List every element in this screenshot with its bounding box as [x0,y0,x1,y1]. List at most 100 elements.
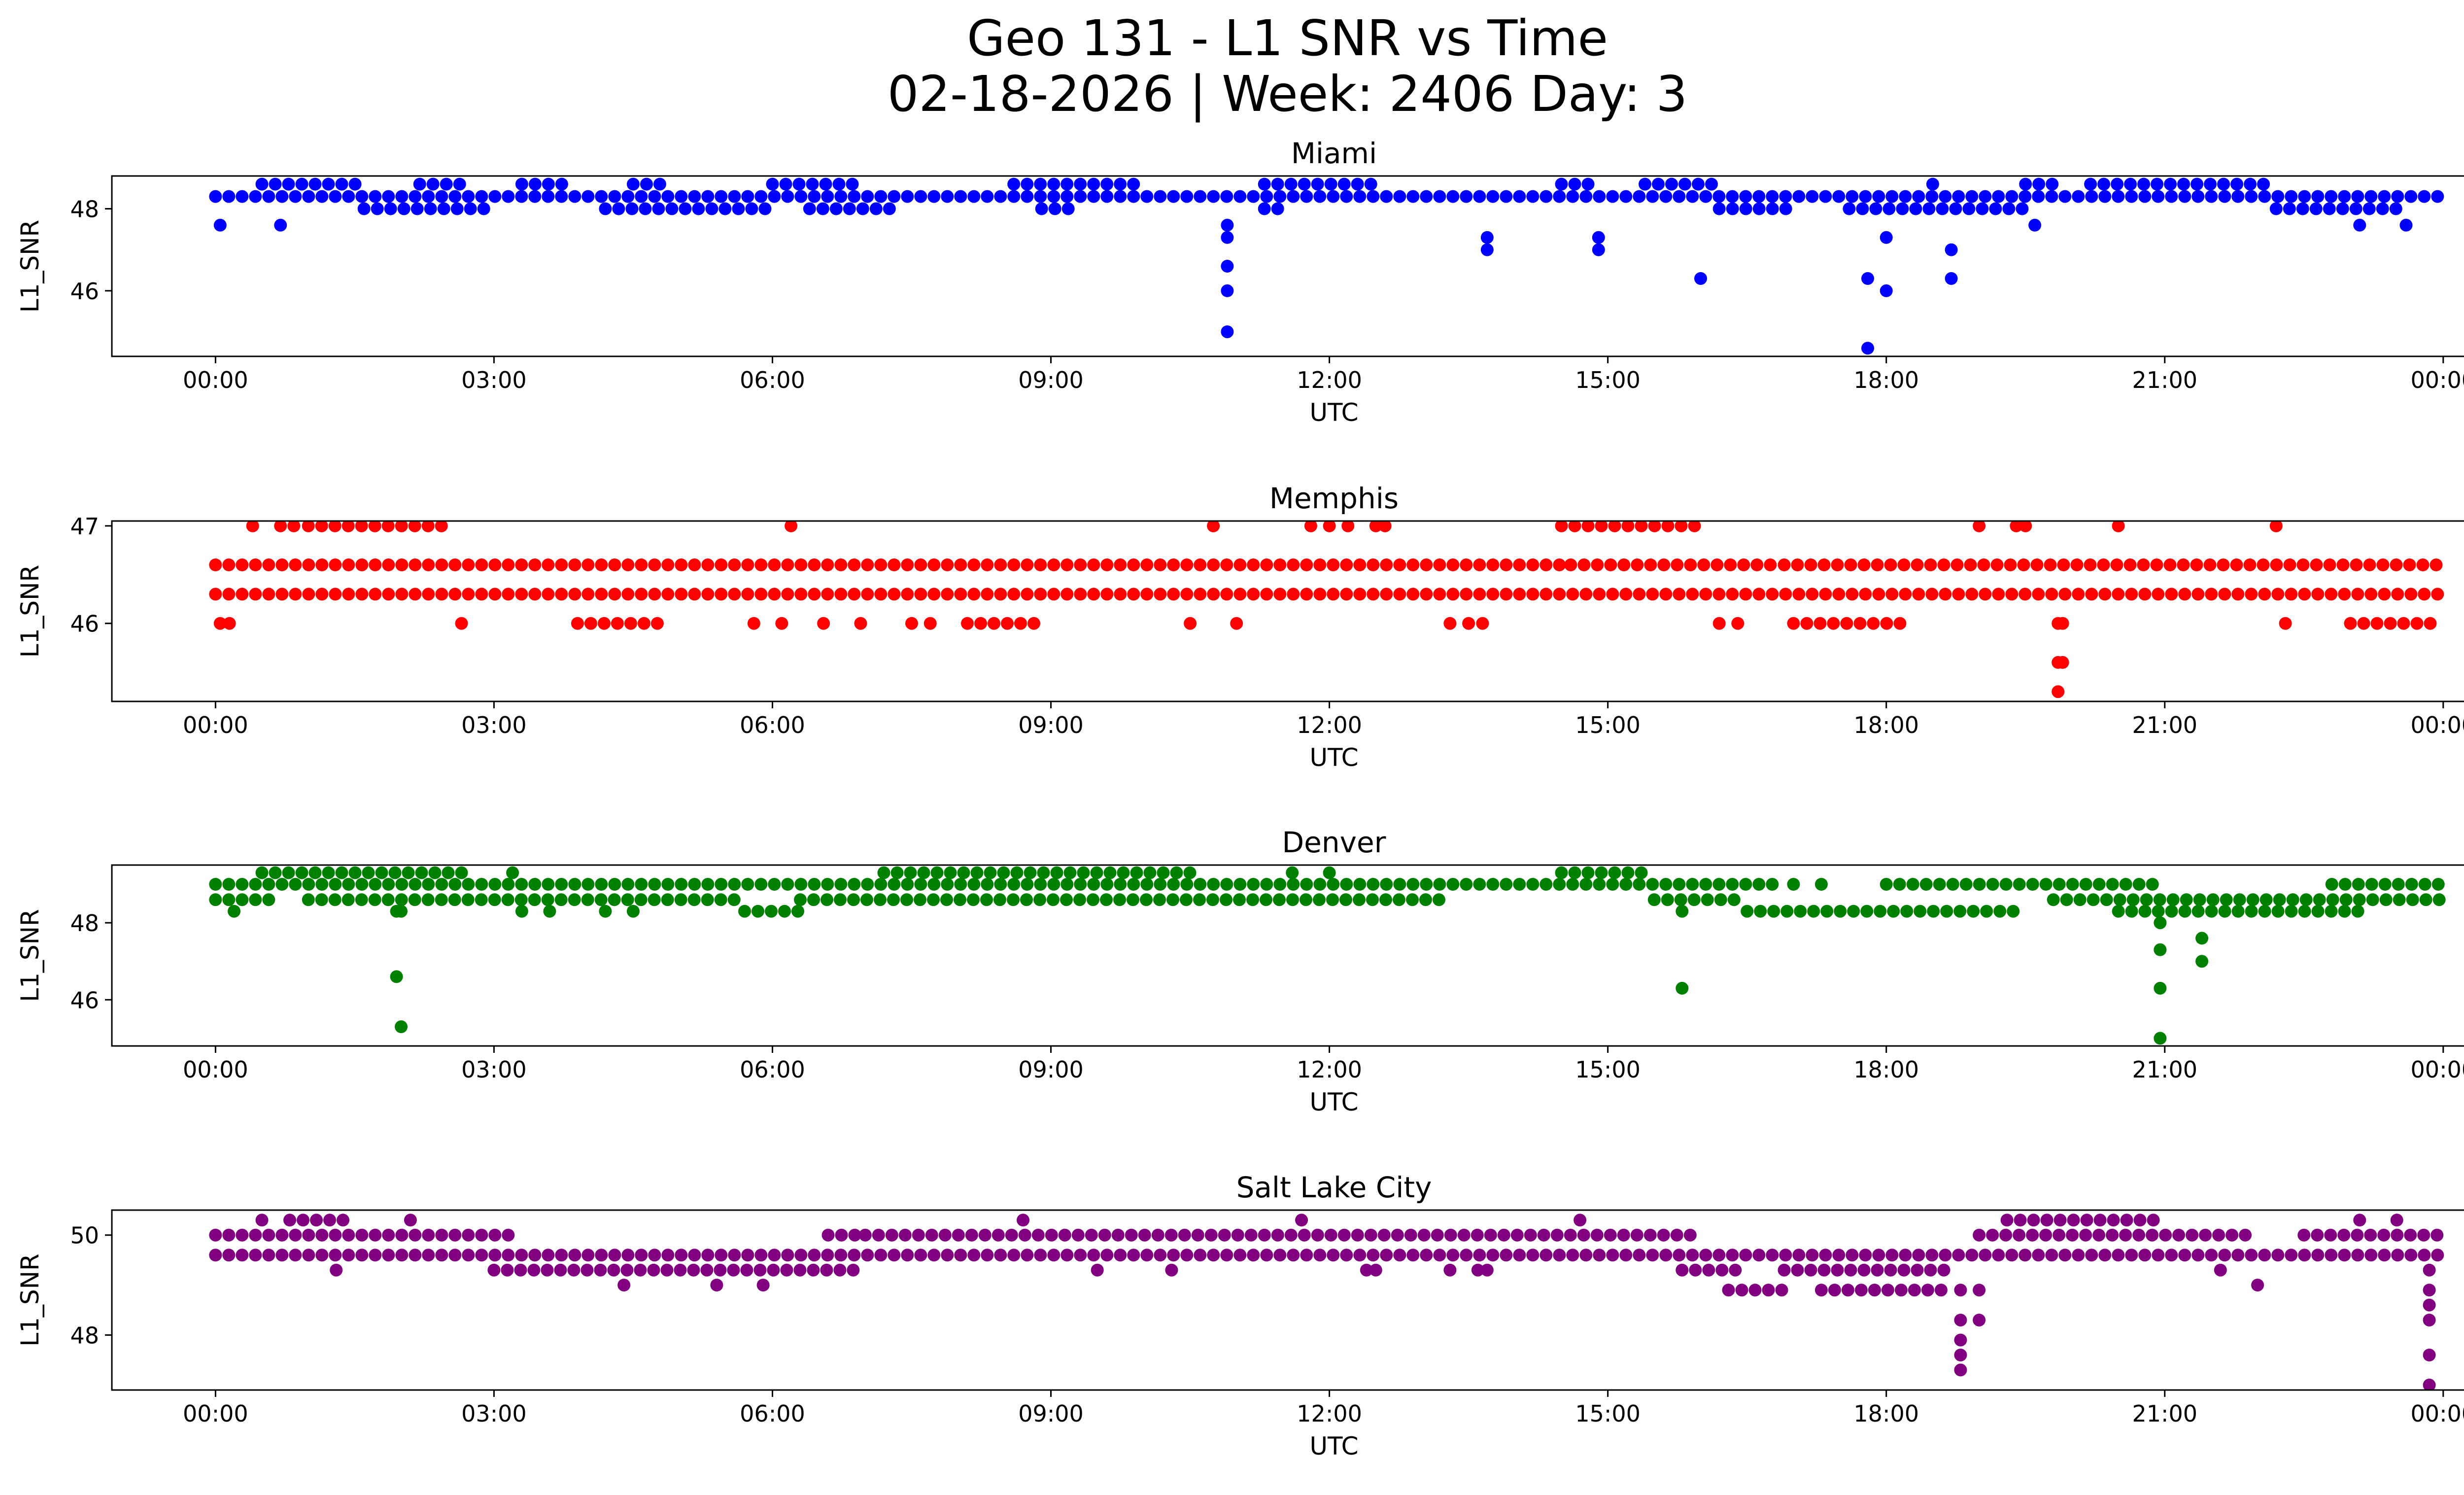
data-point [1024,866,1037,879]
data-point [1973,1284,1986,1297]
data-point [2283,558,2296,571]
data-point [1659,1249,1673,1262]
data-point [1715,1263,1729,1277]
data-point [335,866,348,879]
data-point [2337,1228,2351,1242]
data-point [1007,588,1021,601]
data-point [2112,588,2125,601]
data-point [1646,878,1659,891]
data-point [1859,588,1872,601]
data-point [2344,617,2357,630]
data-point [2365,878,2378,891]
data-point [2309,202,2323,215]
data-point [1927,904,1940,918]
data-point [488,588,502,601]
data-point [883,202,896,215]
data-point [594,893,608,906]
data-point [1063,866,1077,879]
data-point [1090,866,1103,879]
data-point [555,878,568,891]
data-point [1934,1284,1948,1297]
data-point [1273,878,1287,891]
data-point [1686,190,1699,203]
data-point [1939,190,1952,203]
data-point [1020,893,1033,906]
data-point [2352,878,2365,891]
data-point [542,190,555,203]
data-point [752,904,764,918]
data-point [2405,878,2418,891]
data-point [1369,1263,1382,1277]
data-point [1673,588,1686,601]
data-point [448,1249,462,1262]
data-point [860,893,873,906]
data-point [2005,588,2019,601]
data-point [1633,878,1646,891]
data-point [295,866,308,879]
data-point [1671,558,1684,571]
data-point [1047,588,1061,601]
data-point [2072,190,2085,203]
data-point [1766,202,1779,215]
data-point [289,1228,302,1242]
data-point [2311,190,2325,203]
data-point [2138,904,2152,918]
data-point [282,866,295,879]
data-point [528,588,542,601]
data-point [700,1263,714,1277]
x-tick-label: 12:00 [1297,1056,1362,1083]
data-point [2406,893,2419,906]
data-point [222,893,236,906]
data-point [754,1249,768,1262]
data-point [2231,1249,2245,1262]
data-point [1286,866,1299,879]
data-point [961,617,974,630]
data-point [2271,1249,2285,1262]
data-point [315,1249,329,1262]
data-point [1218,1228,1231,1242]
data-point [2379,893,2393,906]
data-point [1992,190,2005,203]
data-point [1221,284,1234,297]
data-point [1872,1249,1885,1262]
data-point [1406,588,1420,601]
data-point [1087,878,1100,891]
data-point [2205,1249,2218,1262]
data-point [1860,904,1874,918]
data-point [262,878,275,891]
data-point [1393,1249,1406,1262]
data-point [2384,617,2397,630]
data-point [1887,904,1900,918]
data-point [1872,190,1885,203]
data-point [355,878,369,891]
data-point [1271,202,1284,215]
data-point [1766,1249,1779,1262]
data-point [1021,177,1034,191]
data-point [732,202,745,215]
data-point [1832,588,1846,601]
data-point [475,190,488,203]
data-point [1047,190,1061,203]
data-point [2218,588,2231,601]
data-point [2190,177,2204,191]
data-point [2125,1249,2138,1262]
data-point [1367,1249,1380,1262]
data-point [501,1263,514,1277]
data-point [409,1249,422,1262]
data-point [648,588,661,601]
data-point [1807,904,1820,918]
data-point [1591,558,1604,571]
plot-frame [111,864,2464,1047]
data-point [821,588,834,601]
data-point [2423,1378,2436,1390]
data-point [781,588,794,601]
data-point [1604,558,1617,571]
x-tick-label: 21:00 [2132,712,2197,738]
data-point [2199,1228,2212,1242]
data-point [1287,558,1300,571]
data-point [2298,1249,2311,1262]
data-point [1194,558,1207,571]
data-point [1231,1228,1244,1242]
data-point [1433,190,1446,203]
data-point [435,1249,448,1262]
